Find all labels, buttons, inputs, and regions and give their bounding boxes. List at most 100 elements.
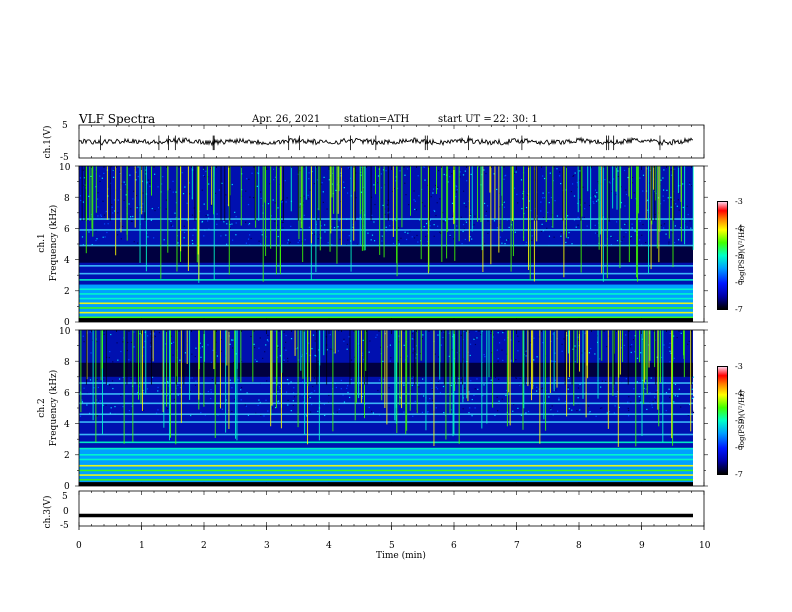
spec-pixel [631, 223, 633, 225]
spec-pixel [549, 408, 552, 410]
spec-pixel [631, 227, 633, 229]
spec-pixel [174, 212, 176, 214]
spec-pixel [138, 205, 140, 207]
spec-pixel [517, 202, 519, 204]
spec-pixel [91, 243, 93, 246]
spec-pixel [282, 221, 284, 224]
spec-pixel [179, 387, 182, 389]
spec-pixel [522, 198, 524, 200]
spec-pixel [691, 388, 693, 390]
spec-pixel [322, 191, 324, 193]
spec-pixel [147, 335, 149, 337]
spec-pixel [235, 222, 237, 224]
spec-pixel [406, 168, 409, 170]
spec-pixel [520, 179, 523, 181]
spec-pixel [335, 386, 337, 389]
spec-pixel [554, 361, 556, 363]
spec-sferic [318, 330, 320, 441]
spec-pixel [525, 355, 527, 357]
spec-pixel [274, 202, 276, 204]
spec-pixel [89, 379, 92, 381]
spec-pixel [261, 234, 263, 236]
spec-sferic [120, 166, 122, 233]
spec-pixel [99, 180, 101, 183]
spec-pixel [141, 180, 143, 182]
spec-sferic [180, 330, 182, 423]
spec-sferic [409, 166, 411, 216]
spec-pixel [542, 217, 545, 219]
spec-pixel [646, 168, 648, 170]
spec-sferic [668, 166, 670, 239]
spec-pixel [212, 349, 214, 351]
spec-pixel [202, 168, 205, 170]
spec-pixel [455, 185, 457, 187]
spec-sferic [563, 166, 565, 278]
spec-gap [183, 330, 185, 385]
spec-pixel [554, 200, 556, 202]
spec-pixel [573, 174, 575, 177]
spec-pixel [97, 206, 99, 208]
spec-pixel [225, 194, 227, 196]
spec-pixel [388, 387, 390, 389]
spec-pixel [644, 383, 647, 385]
spec-pixel [434, 353, 436, 355]
spec-sferic [481, 166, 483, 251]
spec-pixel [574, 172, 576, 174]
spec-sferic [189, 330, 191, 400]
spec-sferic [300, 330, 302, 371]
spec-sferic [168, 330, 170, 441]
spec-sferic [684, 166, 686, 245]
spec-pixel [642, 223, 644, 226]
spec-pixel [606, 412, 608, 414]
spec-pixel [103, 223, 106, 225]
spec-pixel [386, 204, 388, 206]
spec-pixel [651, 406, 654, 409]
spec-pixel [371, 410, 373, 413]
ch2-spec-ytick-0: 0 [64, 482, 70, 492]
spec-pixel [346, 348, 348, 350]
spec-pixel [317, 360, 319, 362]
spec-pixel [388, 211, 390, 213]
spec-pixel [210, 397, 212, 400]
spec-pixel [608, 220, 611, 222]
spec-pixel [465, 206, 467, 208]
spec-pixel [405, 194, 407, 196]
spec-pixel [630, 351, 632, 354]
spec-pixel [633, 192, 635, 194]
spec-pixel [503, 201, 505, 203]
spec-pixel [451, 173, 453, 175]
spec-pixel [86, 404, 88, 406]
spec-pixel [541, 223, 543, 225]
spec-pixel [630, 238, 632, 240]
spec-sferic [523, 166, 525, 241]
spec-pixel [285, 201, 287, 203]
spec-sferic [383, 166, 385, 258]
spec-sferic [80, 330, 82, 413]
spec-pixel [316, 179, 318, 181]
spec-pixel [631, 182, 633, 184]
spec-pixel [528, 200, 530, 202]
spec-pixel [287, 360, 289, 362]
spec-sferic [466, 330, 468, 399]
spec-pixel [143, 346, 145, 348]
spec-pixel [444, 220, 447, 222]
spec-sferic [477, 166, 479, 222]
spec-pixel [130, 361, 132, 363]
spec-sferic [498, 166, 500, 253]
spec-pixel [105, 210, 107, 213]
spec-pixel [292, 392, 295, 394]
spec-pixel [154, 335, 156, 338]
spec-sferic [635, 330, 637, 447]
spec-gap [528, 330, 530, 385]
spec-pixel [427, 401, 429, 404]
spec-pixel [229, 223, 231, 226]
spec-pixel [421, 411, 424, 414]
spec-pixel [439, 231, 441, 233]
spec-pixel [264, 351, 266, 353]
spec-pixel [660, 224, 662, 226]
spec-sferic [445, 330, 447, 440]
spec-sferic [585, 330, 587, 418]
spec-pixel [437, 225, 439, 227]
spec-sferic [330, 166, 332, 234]
spec-pixel [356, 243, 358, 246]
